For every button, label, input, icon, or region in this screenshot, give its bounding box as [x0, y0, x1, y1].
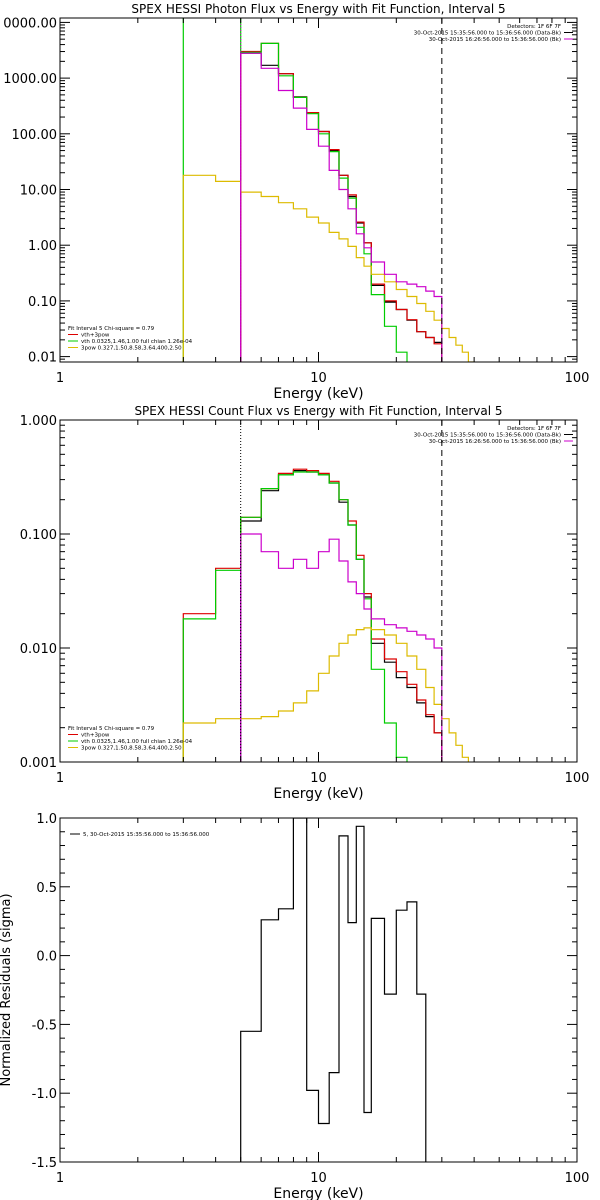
x-axis-label: Energy (keV) — [273, 1186, 363, 1200]
x-axis-label: Energy (keV) — [273, 386, 363, 402]
axes-frame — [59, 17, 578, 363]
series-line-5 — [240, 533, 443, 762]
series-line-2 — [182, 468, 443, 762]
y-tick-label: 1.00 — [28, 239, 57, 254]
series-line-3 — [182, 471, 408, 762]
x-tick-label: 1 — [56, 1171, 64, 1186]
panel-1: SPEX HESSI Photon Flux vs Energy with Fi… — [3, 2, 590, 402]
x-tick-label: 100 — [565, 1171, 590, 1186]
y-tick-label: 1.000 — [20, 414, 57, 429]
y-tick-label: 0.100 — [20, 528, 57, 543]
legend-entry-3: vth 0.0325,1.46,1.00 full chian 1.26e-04 — [81, 339, 193, 345]
header-line-2: 30-Oct-2015 15:35:56.000 to 15:36:56.000… — [414, 31, 561, 37]
y-tick-label: 0.0 — [36, 950, 57, 965]
x-tick-label: 10 — [310, 1171, 327, 1186]
y-tick-label: 10.00 — [20, 184, 57, 199]
legend-entry-3: vth 0.0325,1.46,1.00 full chian 1.26e-04 — [81, 739, 193, 745]
x-tick-label: 100 — [565, 371, 590, 386]
x-tick-label: 1 — [56, 371, 64, 386]
series-line-5 — [240, 52, 443, 362]
legend-entry-1: Fit Interval 5 Chi-square = 0.79 — [68, 726, 155, 732]
y-tick-label: 0.5 — [36, 881, 57, 896]
legend-entry-4: 3pow 0.327,1.50,8.58,3.64,400,2.50 — [81, 346, 182, 352]
legend-entry-4: 3pow 0.327,1.50,8.58,3.64,400,2.50 — [81, 746, 182, 752]
panel-3: 1 10 100 Energy (keV) -1.5 -1.0 -0.5 0.0 0.5 1.0 N… — [0, 812, 589, 1200]
y-tick-label: 0.001 — [20, 756, 57, 771]
series-line-1 — [240, 818, 427, 1162]
y-tick-label: 0000.00 — [3, 16, 57, 31]
header-line-3: 30-Oct-2015 16:26:56.000 to 15:36:56.000… — [429, 439, 561, 445]
series-group — [182, 468, 469, 762]
series-line-2 — [240, 42, 443, 362]
x-tick-label: 10 — [310, 371, 327, 386]
y-tick-label: 0.010 — [20, 642, 57, 657]
legend-entry-1: 5, 30-Oct-2015 15:35:56.000 to 15:36:56.… — [83, 832, 210, 838]
y-tick-label: -1.5 — [32, 1156, 57, 1171]
x-tick-label: 1 — [56, 771, 64, 786]
y-tick-label: 0.01 — [28, 351, 57, 366]
series-group — [182, 18, 475, 362]
header-line-1: Detectors: 1F 6F 7F — [507, 426, 561, 432]
legend-entry-1: Fit Interval 5 Chi-square = 0.79 — [68, 326, 155, 332]
header-line-1: Detectors: 1F 6F 7F — [507, 24, 561, 30]
y-tick-label: 1000.00 — [3, 72, 57, 87]
chart-title: SPEX HESSI Photon Flux vs Energy with Fi… — [131, 2, 505, 16]
panel-2: SPEX HESSI Count Flux vs Energy with Fit… — [20, 404, 590, 802]
chart-title: SPEX HESSI Count Flux vs Energy with Fit… — [134, 404, 502, 418]
series-group — [240, 818, 427, 1162]
legend-entry-2: vth+3pow — [81, 733, 110, 739]
legend-entry-2: vth+3pow — [81, 333, 110, 339]
y-tick-label: 0.10 — [28, 295, 57, 310]
series-line-4 — [182, 174, 475, 362]
series-line-4 — [182, 627, 469, 762]
y-tick-label: -1.0 — [32, 1087, 57, 1102]
header-line-3: 30-Oct-2015 16:26:56.000 to 15:36:56.000… — [429, 37, 561, 43]
y-tick-label: 100.00 — [12, 128, 58, 143]
x-axis-label: Energy (keV) — [273, 786, 363, 802]
y-tick-label: 1.0 — [36, 812, 57, 827]
x-tick-label: 10 — [310, 771, 327, 786]
x-tick-label: 100 — [565, 771, 590, 786]
header-line-2: 30-Oct-2015 15:35:56.000 to 15:36:56.000… — [414, 433, 561, 439]
series-line-1 — [240, 470, 443, 762]
y-tick-label: -0.5 — [32, 1018, 57, 1033]
y-axis-label: Normalized Residuals (sigma) — [0, 893, 14, 1086]
